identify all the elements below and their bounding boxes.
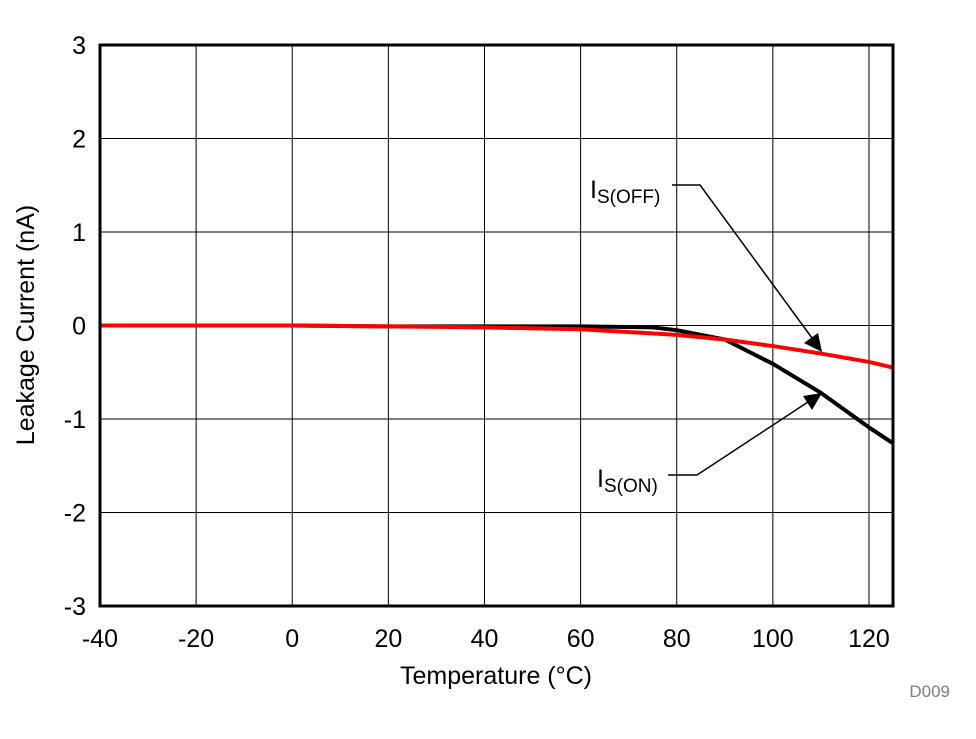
y-tick-label: -2 [64,500,86,528]
y-tick-label: 1 [72,219,86,247]
series-line-is-off [100,323,894,370]
x-axis-label: Temperature (°C) [400,662,592,690]
svg-text:IS(OFF): IS(OFF) [590,176,660,208]
annotation-is-on-sub: S(ON) [604,476,658,497]
watermark-label: D009 [909,682,950,701]
annotation-is-on-main: I [597,465,604,493]
x-tick-label: 100 [752,625,794,653]
annotation-is-off-main: I [590,176,597,204]
plot-frame [98,43,895,608]
annotation-is-on-leader [668,401,809,476]
x-tick-label: 20 [374,625,402,653]
annotation-is-off-arrowhead [804,333,822,352]
x-tick-label: 40 [471,625,499,653]
series-lines [100,323,895,445]
y-tick-label: 3 [72,32,86,60]
y-tick-label: -1 [64,406,86,434]
annotation-is-off-leader [672,184,813,339]
y-tick-label: -3 [64,593,86,621]
x-tick-label: 120 [848,625,890,653]
x-tick-label: 60 [567,625,595,653]
series-line-is-on [100,323,895,445]
y-tick-label: 0 [72,313,86,341]
x-tick-label: 80 [663,625,691,653]
annotation-is-on-arrowhead [803,393,822,410]
tick-labels: -40 -20 0 20 40 60 80 100 120 3 2 1 0 -1 -2 -3 [64,32,890,653]
x-tick-label: -20 [178,625,214,653]
annotation-is-off-sub: S(OFF) [597,187,660,208]
y-axis-label: Leakage Current (nA) [12,205,40,445]
annotation-is-off: IS(OFF) [590,176,822,352]
y-tick-label: 2 [72,126,86,154]
x-tick-label: 0 [285,625,299,653]
x-tick-label: -40 [82,625,118,653]
svg-text:IS(ON): IS(ON) [597,465,658,497]
annotation-is-on: IS(ON) [597,393,822,497]
